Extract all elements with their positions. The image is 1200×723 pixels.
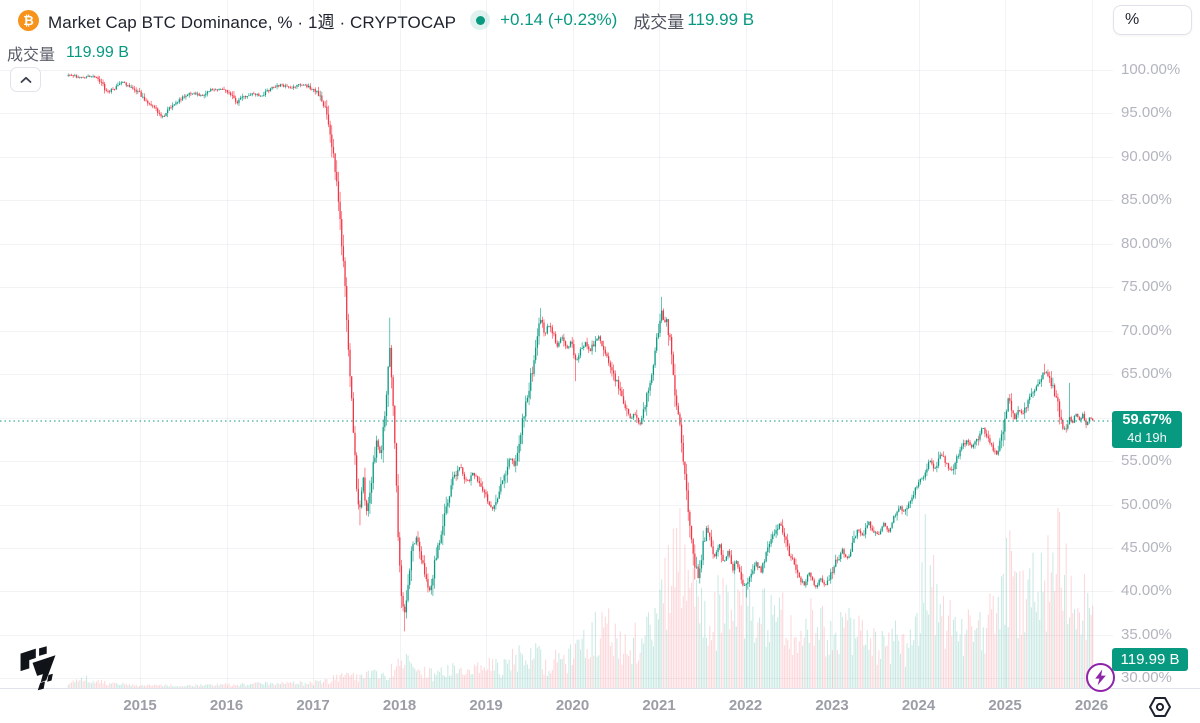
year-tick: 2026 xyxy=(1074,697,1109,714)
bitcoin-icon: ₿ xyxy=(18,9,39,31)
instant-trading-button[interactable] xyxy=(1086,663,1115,692)
price-chart-canvas[interactable] xyxy=(0,0,1113,689)
year-tick: 2023 xyxy=(815,697,849,714)
year-tick: 2018 xyxy=(382,697,417,714)
price-tick: 70.00% xyxy=(1121,321,1172,339)
time-scale[interactable]: 2015 2016 2017 2018 2019 2020 2021 2022 2023 2024… xyxy=(0,689,1200,723)
year-tick: 2024 xyxy=(901,697,936,714)
price-tick: 75.00% xyxy=(1121,278,1172,296)
volume-value: 119.99 B xyxy=(687,10,755,29)
symbol-title[interactable]: Market Cap BTC Dominance, % · 1週 · CRYPT… xyxy=(48,12,457,32)
price-tick: 95.00% xyxy=(1121,104,1172,122)
change-value: +0.14 (+0.23%) xyxy=(500,10,618,29)
price-tick: 45.00% xyxy=(1121,538,1172,556)
market-status-halo xyxy=(470,10,491,30)
year-tick: 2022 xyxy=(728,697,763,714)
market-open-dot-icon xyxy=(475,15,485,25)
price-scale[interactable]: 100.00% 95.00% 90.00% 85.00% 80.00% 75.00% 70.… xyxy=(1113,0,1200,689)
lightning-icon xyxy=(1095,669,1106,686)
year-tick: 2017 xyxy=(296,697,330,714)
price-tick: 40.00% xyxy=(1121,582,1172,600)
bar-countdown: 4d 19h xyxy=(1127,430,1167,446)
tradingview-logo[interactable] xyxy=(18,646,58,699)
price-tick: 85.00% xyxy=(1121,191,1172,209)
year-tick: 2019 xyxy=(469,697,503,714)
price-tick: 100.00% xyxy=(1121,61,1181,78)
price-scale-unit-button[interactable]: % xyxy=(1113,5,1192,35)
chart-legend: ₿ Market Cap BTC Dominance, % · 1週 · CRY… xyxy=(18,8,754,32)
price-tick: 50.00% xyxy=(1121,495,1172,513)
volume-label: 成交量 xyxy=(633,12,685,32)
collapse-legend-button[interactable] xyxy=(10,67,41,92)
price-tick: 80.00% xyxy=(1121,234,1172,252)
price-tick: 55.00% xyxy=(1121,452,1172,470)
unit-label: % xyxy=(1125,11,1140,28)
chevron-up-icon xyxy=(20,76,31,83)
last-price-value: 59.67% xyxy=(1122,412,1172,429)
volume-row-label: 成交量 xyxy=(7,47,56,64)
volume-badge: 119.99 B xyxy=(1112,648,1188,671)
year-tick: 2020 xyxy=(555,697,590,714)
year-tick: 2025 xyxy=(988,697,1022,714)
price-tick: 30.00% xyxy=(1121,669,1172,687)
gear-hex-icon xyxy=(1149,696,1171,717)
volume-legend-row: 成交量 119.99 B xyxy=(7,41,129,65)
last-price-badge: 59.67% 4d 19h xyxy=(1112,410,1182,448)
year-tick: 2015 xyxy=(123,697,157,714)
year-tick: 2016 xyxy=(209,697,244,714)
price-tick: 65.00% xyxy=(1121,365,1172,383)
tradingview-logo-icon xyxy=(20,646,56,691)
volume-row-value: 119.99 B xyxy=(66,44,129,61)
year-tick: 2021 xyxy=(642,697,676,714)
volume-badge-value: 119.99 B xyxy=(1120,651,1180,668)
time-axis-border xyxy=(0,688,1200,689)
price-tick: 35.00% xyxy=(1121,625,1172,643)
price-tick: 90.00% xyxy=(1121,147,1172,165)
timezone-settings-button[interactable] xyxy=(1146,693,1174,720)
